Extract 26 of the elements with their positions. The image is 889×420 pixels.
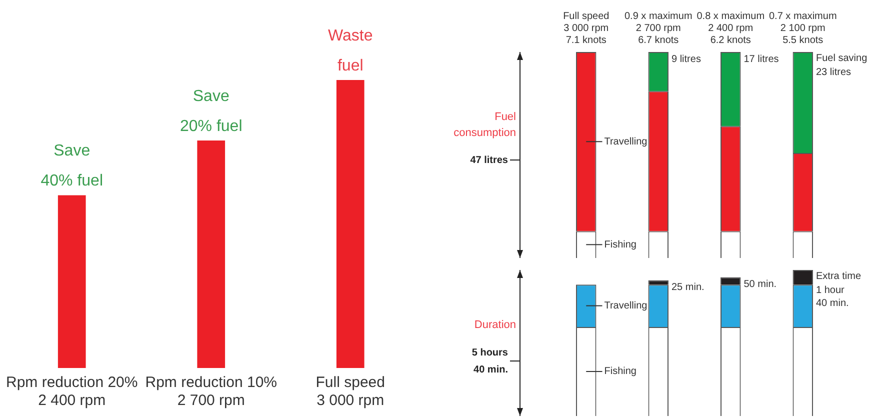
text: 47 litres (470, 154, 508, 166)
x-tick-label: Rpm reduction 10% 2 700 rpm (145, 374, 277, 410)
x-tick-label: 0.8 x maximum 2 400 rpm 6.2 knots (696, 10, 765, 46)
annotation: 23 litres (816, 66, 852, 78)
series-label: Extra time (816, 270, 862, 282)
text: 5 hours 40 min. (472, 347, 508, 376)
annotation: Save 20% fuel (180, 88, 242, 135)
series-label: Travelling (604, 300, 648, 312)
y-axis-title: Duration (474, 319, 516, 332)
annotation: Save 40% fuel (40, 142, 103, 190)
annotation: 9 litres (671, 54, 701, 65)
annotation: Waste fuel (328, 27, 373, 74)
y-axis-title: Fuel consumption (454, 111, 516, 140)
series-label: Fishing (604, 239, 636, 250)
x-tick-label: 0.7 x maximum 2 100 rpm 5.5 knots (768, 10, 837, 46)
annotation: 1 hour 40 min. (816, 284, 849, 309)
series-label: Travelling (604, 136, 648, 148)
series-label: Fuel saving (816, 52, 868, 64)
x-tick-label: Full speed 3 000 rpm 7.1 knots (563, 10, 610, 46)
x-tick-label: 0.9 x maximum 2 700 rpm 6.7 knots (624, 10, 692, 46)
series-label: Fishing (604, 366, 636, 378)
annotation: 17 litres (744, 54, 779, 65)
annotation: 25 min. (671, 282, 704, 293)
x-tick-label: Rpm reduction 20% 2 400 rpm (6, 374, 138, 410)
annotation: 50 min. (744, 279, 777, 290)
x-tick-label: Full speed 3 000 rpm (316, 374, 385, 410)
